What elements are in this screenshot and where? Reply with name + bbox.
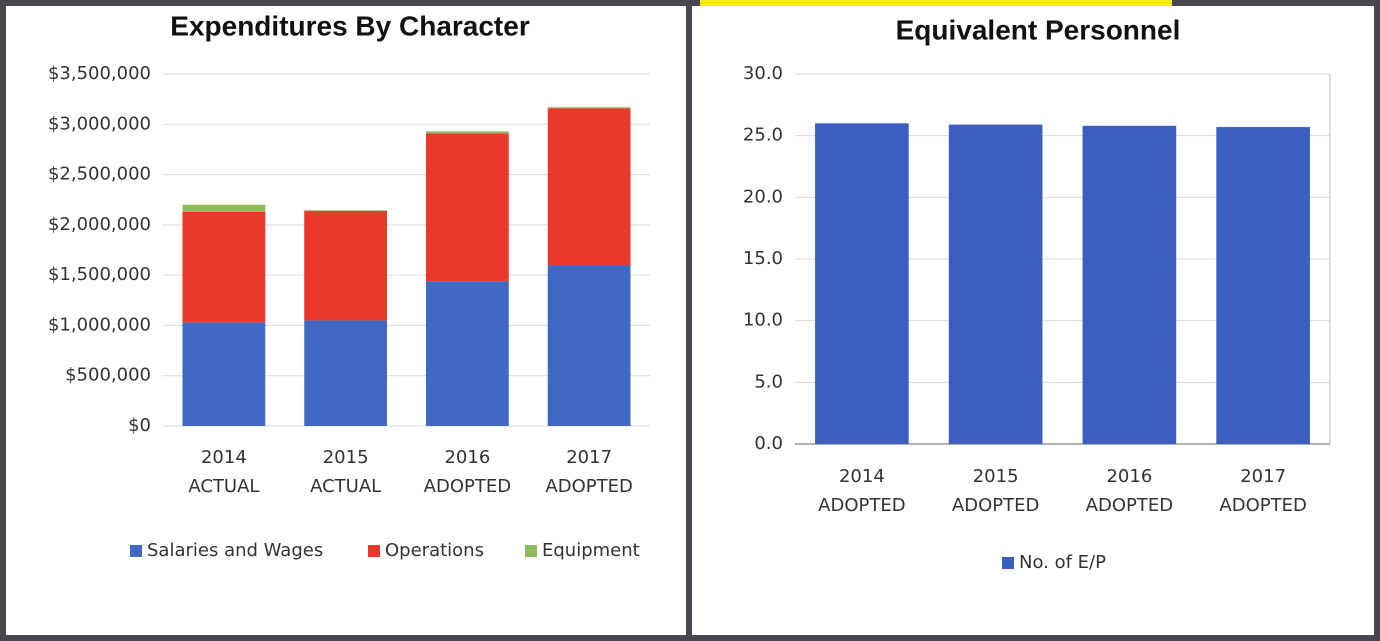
bar — [1216, 127, 1310, 445]
chart-title: Expenditures By Character — [170, 10, 530, 41]
bar-segment — [304, 320, 388, 426]
x-tick-label: ADOPTED — [545, 476, 632, 497]
x-tick-label: 2017 — [1240, 466, 1286, 487]
legend-label: Equipment — [542, 540, 640, 561]
x-tick-label: 2015 — [973, 466, 1019, 487]
x-tick-label: 2017 — [566, 447, 612, 468]
y-tick-label: 20.0 — [743, 186, 783, 207]
x-tick-label: 2016 — [444, 447, 490, 468]
x-tick-label: ADOPTED — [1219, 495, 1306, 516]
bar — [1082, 125, 1177, 445]
y-tick-label: $2,500,000 — [48, 164, 151, 185]
bar-segment — [182, 211, 266, 323]
legend-label: Salaries and Wages — [147, 540, 323, 561]
bar — [948, 124, 1043, 445]
y-tick-label: $500,000 — [65, 365, 151, 386]
bar-segment — [304, 210, 388, 321]
legend-label: Operations — [385, 540, 484, 561]
x-tick-label: ADOPTED — [1086, 495, 1173, 516]
x-tick-label: 2014 — [201, 447, 247, 468]
bar-segment — [182, 204, 266, 212]
x-tick-label: ADOPTED — [818, 495, 905, 516]
bar-segment — [547, 107, 631, 109]
x-tick-label: ADOPTED — [952, 495, 1039, 516]
x-tick-label: 2016 — [1106, 466, 1152, 487]
y-tick-label: 5.0 — [754, 371, 783, 392]
legend-swatch — [368, 545, 380, 557]
x-tick-label: 2015 — [323, 447, 369, 468]
y-tick-label: 30.0 — [743, 63, 783, 84]
y-tick-label: 15.0 — [743, 248, 783, 269]
legend-label: No. of E/P — [1019, 552, 1106, 573]
y-tick-label: 10.0 — [743, 310, 783, 331]
bar-segment — [547, 108, 631, 266]
x-tick-label: ACTUAL — [188, 476, 259, 497]
x-tick-label: ACTUAL — [310, 476, 381, 497]
bar-segment — [425, 133, 509, 282]
legend-swatch — [130, 545, 142, 557]
highlight-strip — [700, 0, 1172, 6]
legend-swatch — [525, 545, 537, 557]
bar-segment — [425, 131, 509, 134]
y-tick-label: $1,500,000 — [48, 264, 151, 285]
bar — [815, 123, 909, 444]
y-tick-label: 0.0 — [754, 433, 783, 454]
x-tick-label: ADOPTED — [424, 476, 511, 497]
y-tick-label: $1,000,000 — [48, 314, 151, 335]
y-tick-label: $3,500,000 — [48, 63, 151, 84]
y-tick-label: $2,000,000 — [48, 214, 151, 235]
bar-segment — [425, 281, 509, 426]
legend-swatch — [1002, 557, 1014, 569]
bar-segment — [304, 210, 388, 211]
bar-segment — [182, 322, 266, 426]
bar-segment — [547, 265, 631, 426]
chart-title: Equivalent Personnel — [896, 14, 1181, 45]
y-tick-label: $0 — [128, 415, 151, 436]
y-tick-label: 25.0 — [743, 125, 783, 146]
y-tick-label: $3,000,000 — [48, 113, 151, 134]
x-tick-label: 2014 — [839, 466, 885, 487]
